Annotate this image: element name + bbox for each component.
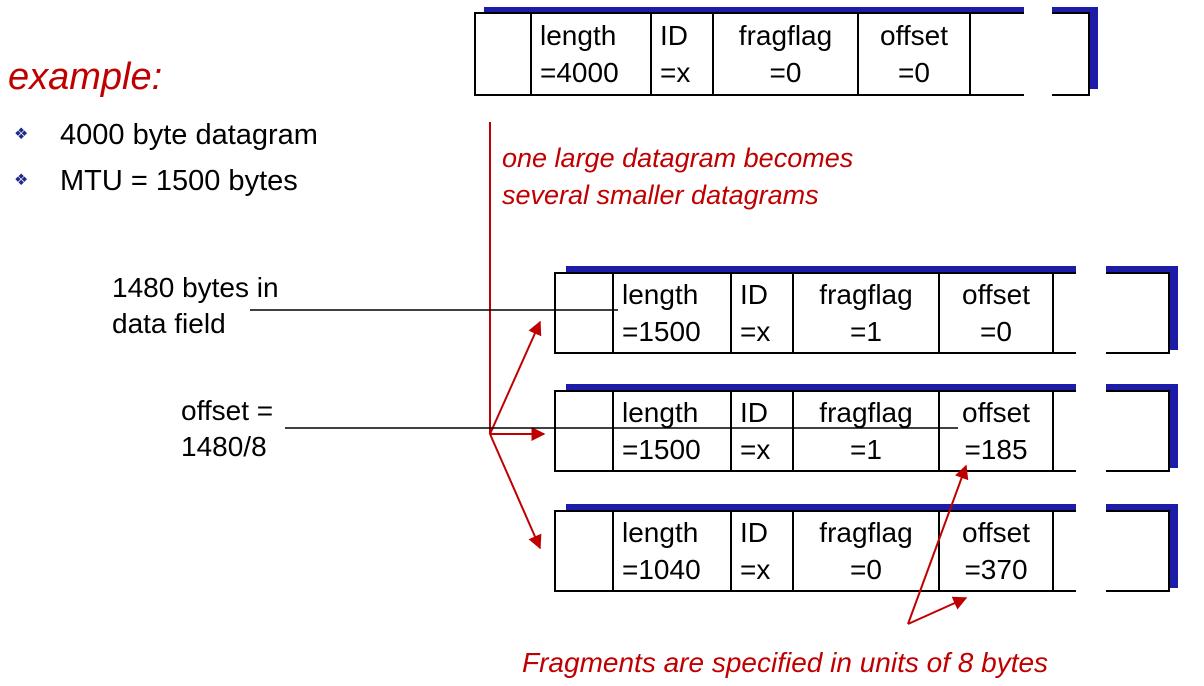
field-name: offset [962, 279, 1030, 310]
id-cell: ID =x [732, 274, 794, 352]
field-name: length [622, 517, 699, 548]
fragflag-cell: fragflag =1 [794, 392, 940, 470]
field-name: fragflag [738, 20, 833, 51]
header-cell-empty [556, 512, 614, 590]
field-value: =4000 [540, 57, 619, 88]
field-name: length [540, 20, 617, 51]
field-value: =0 [850, 554, 882, 585]
header-box: length =1500 ID =x fragflag =1 offset =1… [554, 390, 1170, 472]
offset-label-line: 1480/8 [181, 431, 267, 462]
field-value: =1 [850, 316, 882, 347]
bullet-text: MTU = 1500 bytes [60, 165, 298, 197]
shadow-gap [1076, 588, 1106, 594]
id-cell: ID =x [652, 14, 714, 94]
header-cell-empty [556, 392, 614, 470]
field-name: ID [740, 279, 768, 310]
shadow-gap [1024, 92, 1052, 97]
field-name: ID [740, 397, 768, 428]
slide-title: example: [8, 56, 163, 98]
field-value: =0 [769, 57, 802, 88]
field-value: =1 [850, 434, 882, 465]
footer-note: Fragments are specified in units of 8 by… [522, 647, 1049, 678]
note-line: one large datagram becomes [502, 143, 854, 173]
header-cell-empty [556, 274, 614, 352]
offset-cell: offset =185 [940, 392, 1054, 470]
offset-label-line: offset = [181, 395, 274, 426]
field-value: =1500 [622, 316, 701, 347]
header-box: length =1040 ID =x fragflag =0 offset =3… [554, 510, 1170, 592]
field-value: =1500 [622, 434, 701, 465]
field-value: =x [660, 57, 691, 88]
offset-cell: offset =0 [940, 274, 1054, 352]
note-line: several smaller datagrams [502, 180, 819, 210]
field-value: =x [740, 316, 771, 347]
field-value: =x [740, 434, 771, 465]
field-name: length [622, 279, 699, 310]
fragflag-cell: fragflag =1 [794, 274, 940, 352]
header-cell-empty [476, 14, 532, 94]
field-name: fragflag [819, 397, 913, 428]
shadow-gap [1076, 468, 1106, 474]
shadow-gap [1024, 7, 1052, 16]
field-value: =x [740, 554, 771, 585]
field-name: fragflag [819, 279, 913, 310]
field-name: offset [962, 517, 1030, 548]
field-name: length [622, 397, 699, 428]
id-cell: ID =x [732, 512, 794, 590]
footer-arrow-185 [907, 464, 969, 625]
arrow-to-fragment-3 [489, 433, 542, 550]
length-cell: length =1500 [614, 274, 732, 352]
shadow-gap [1076, 350, 1106, 356]
length-cell: length =4000 [532, 14, 652, 94]
length-cell: length =1500 [614, 392, 732, 470]
bullet-item: ❖ 4000 byte datagram [12, 112, 318, 158]
fragmentation-note: one large datagram becomes several small… [502, 140, 853, 214]
field-name: fragflag [819, 517, 913, 548]
field-name: ID [660, 20, 688, 51]
offset-cell: offset =0 [859, 14, 971, 94]
field-value: =0 [898, 57, 930, 88]
bullet-text: 4000 byte datagram [60, 119, 318, 151]
offset-cell: offset =370 [940, 512, 1054, 590]
header-box: length =4000 ID =x fragflag =0 offset =0 [474, 12, 1090, 96]
data-field-label-line: data field [112, 308, 226, 339]
field-name: ID [740, 517, 768, 548]
shadow-gap [1076, 266, 1106, 275]
arrow-to-fragment-1 [489, 320, 542, 435]
field-value: =185 [964, 434, 1028, 465]
header-box: length =1500 ID =x fragflag =1 offset =0 [554, 272, 1170, 354]
field-value: =0 [980, 316, 1012, 347]
id-cell: ID =x [732, 392, 794, 470]
shadow-gap [1076, 384, 1106, 393]
data-field-label: 1480 bytes in data field [112, 270, 279, 342]
data-field-label-line: 1480 bytes in [112, 272, 279, 303]
diamond-bullet-icon: ❖ [14, 126, 29, 143]
fragflag-cell: fragflag =0 [714, 14, 859, 94]
length-cell: length =1040 [614, 512, 732, 590]
field-name: offset [962, 397, 1030, 428]
bullet-list: ❖ 4000 byte datagram ❖ MTU = 1500 bytes [12, 112, 318, 204]
bullet-item: ❖ MTU = 1500 bytes [12, 158, 318, 204]
shadow-gap [1076, 504, 1106, 513]
field-name: offset [880, 20, 948, 51]
field-value: =1040 [622, 554, 701, 585]
diamond-bullet-icon: ❖ [14, 172, 29, 189]
fragflag-cell: fragflag =0 [794, 512, 940, 590]
footer-arrow-370 [907, 596, 968, 625]
offset-label: offset = 1480/8 [181, 393, 273, 465]
field-value: =370 [964, 554, 1028, 585]
